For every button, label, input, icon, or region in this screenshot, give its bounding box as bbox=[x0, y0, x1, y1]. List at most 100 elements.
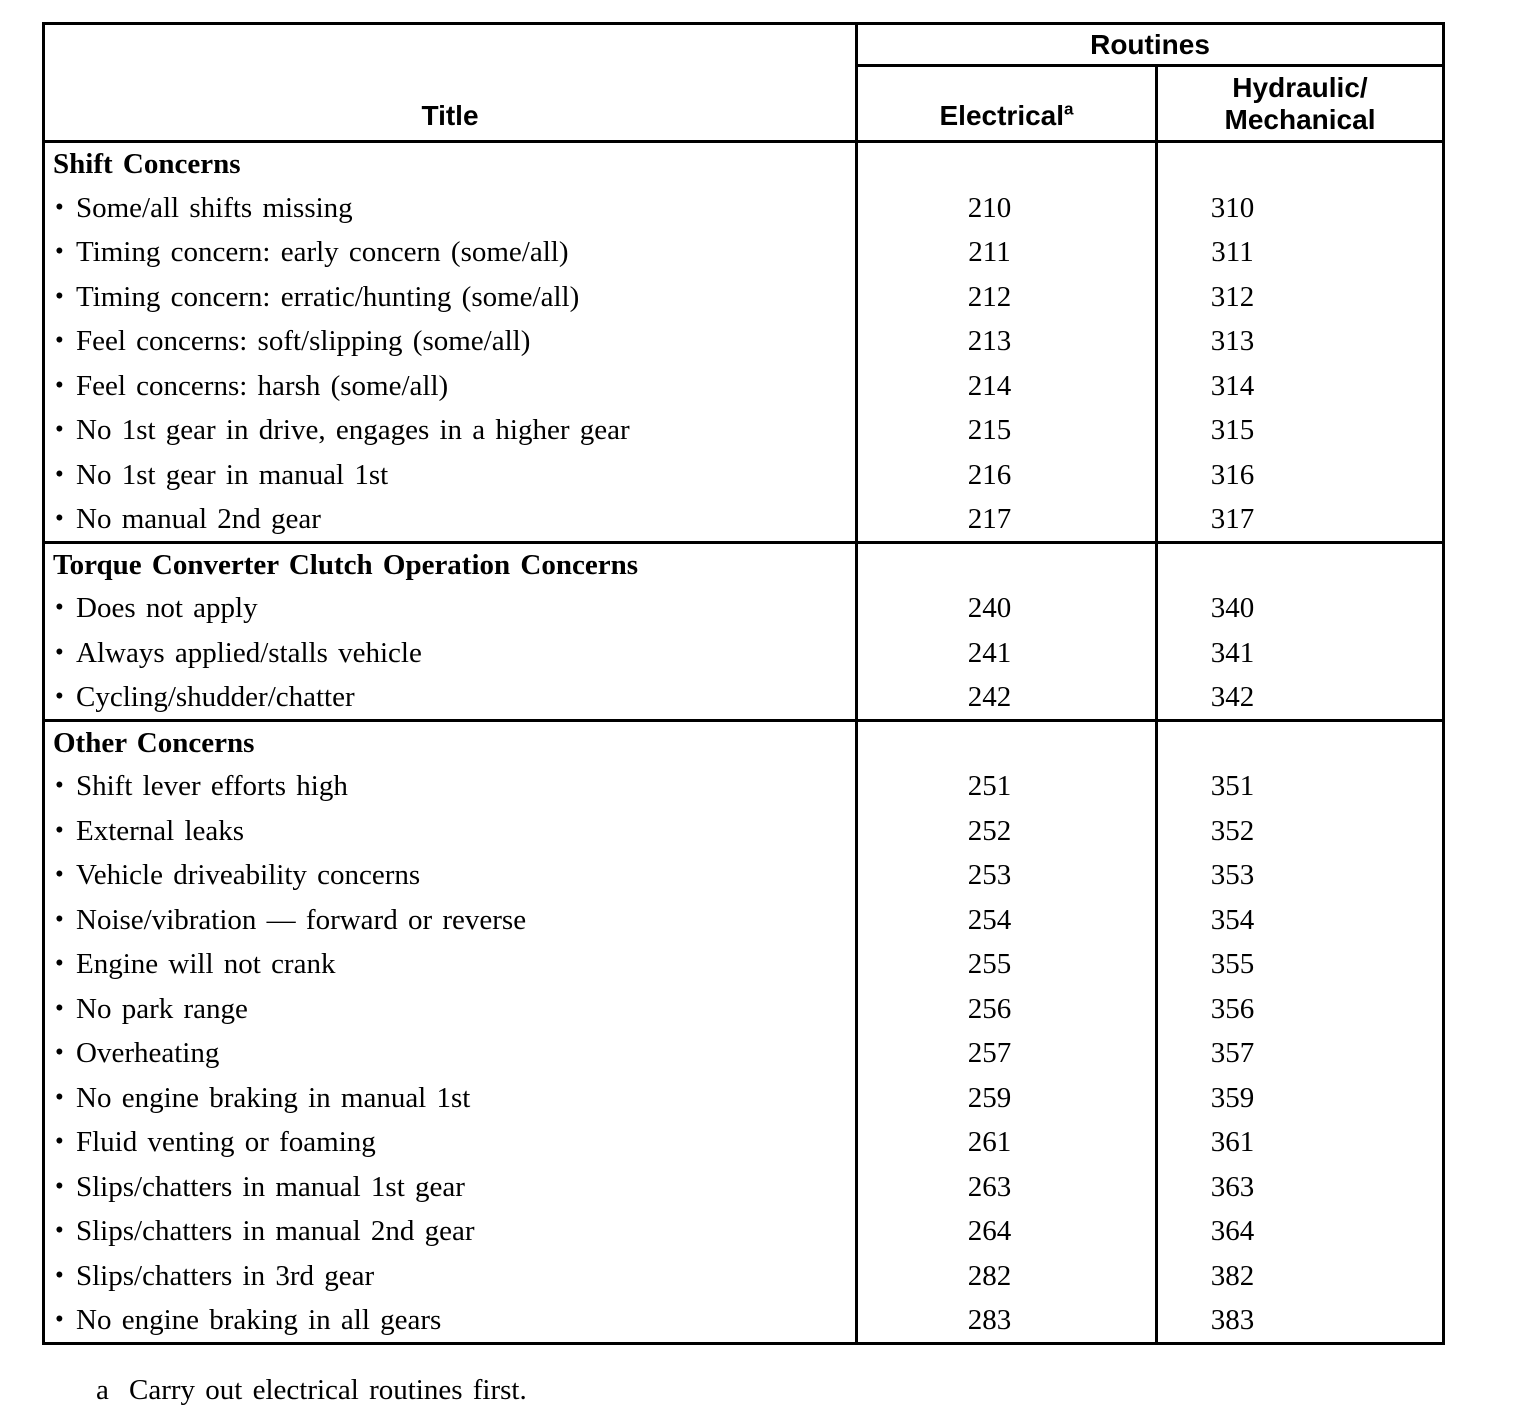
section-heading: Shift Concerns bbox=[42, 140, 858, 186]
table-row: • Always applied/stalls vehicle 241 341 bbox=[42, 631, 1445, 676]
row-title-text: Feel concerns: soft/slipping (some/all) bbox=[76, 325, 531, 358]
table-row: • Fluid venting or foaming 261 361 bbox=[42, 1120, 1445, 1165]
bullet-icon: • bbox=[55, 861, 64, 889]
table-row: • Slips/chatters in manual 1st gear 263 363 bbox=[42, 1165, 1445, 1210]
empty-electrical-cell bbox=[855, 718, 1158, 765]
bullet-icon: • bbox=[55, 1083, 64, 1111]
bullet-icon: • bbox=[55, 1261, 64, 1289]
footnote-text: Carry out electrical routines first. bbox=[129, 1374, 527, 1406]
bullet-icon: • bbox=[55, 772, 64, 800]
electrical-label: Electrical bbox=[939, 100, 1065, 131]
bullet-icon: • bbox=[55, 327, 64, 355]
row-title: • Noise/vibration — forward or reverse bbox=[42, 898, 858, 943]
bullet-icon: • bbox=[55, 816, 64, 844]
table-row: • Timing concern: early concern (some/all… bbox=[42, 230, 1445, 275]
hydraulic-label-line1: Hydraulic/ bbox=[1232, 72, 1368, 103]
row-title: • Always applied/stalls vehicle bbox=[42, 631, 858, 676]
row-title-text: Shift lever efforts high bbox=[76, 770, 348, 803]
row-title: • Vehicle driveability concerns bbox=[42, 853, 858, 898]
hydraulic-routine-number: 340 bbox=[1155, 586, 1445, 631]
table-row: • Overheating 257 357 bbox=[42, 1031, 1445, 1076]
bullet-icon: • bbox=[55, 193, 64, 221]
electrical-routine-number: 214 bbox=[855, 364, 1158, 409]
bullet-icon: • bbox=[55, 950, 64, 978]
bullet-icon: • bbox=[55, 594, 64, 622]
electrical-routine-number: 242 bbox=[855, 675, 1158, 720]
table-row: • Feel concerns: soft/slipping (some/all)… bbox=[42, 319, 1445, 364]
electrical-routine-number: 261 bbox=[855, 1120, 1158, 1165]
row-title: • Engine will not crank bbox=[42, 942, 858, 987]
row-title-text: No 1st gear in drive, engages in a highe… bbox=[76, 414, 630, 447]
bullet-icon: • bbox=[55, 238, 64, 266]
electrical-routine-number: 241 bbox=[855, 631, 1158, 676]
electrical-routine-number: 257 bbox=[855, 1031, 1158, 1076]
electrical-routine-number: 211 bbox=[855, 230, 1158, 275]
row-title-text: Timing concern: early concern (some/all) bbox=[76, 236, 569, 269]
table-header: Title Routines Electricala Hydraulic/Mec… bbox=[42, 22, 1445, 143]
hydraulic-routine-number: 352 bbox=[1155, 809, 1445, 854]
table-row: • No park range 256 356 bbox=[42, 987, 1445, 1032]
header-row-columns: Electricala Hydraulic/Mechanical bbox=[44, 64, 1445, 143]
footnote-marker: a bbox=[96, 1374, 109, 1406]
column-group-header-routines: Routines bbox=[855, 22, 1445, 67]
electrical-routine-number: 240 bbox=[855, 586, 1158, 631]
table-row: • Timing concern: erratic/hunting (some/a… bbox=[42, 275, 1445, 320]
table-row: • No manual 2nd gear 217 317 bbox=[42, 497, 1445, 542]
table-row: • Slips/chatters in manual 2nd gear 264 364 bbox=[42, 1209, 1445, 1254]
table-row: • No engine braking in all gears 283 383 bbox=[42, 1298, 1445, 1343]
routines-table: Title Routines Electricala Hydraulic/Mec… bbox=[42, 22, 1445, 1345]
row-title: • No engine braking in manual 1st bbox=[42, 1076, 858, 1121]
row-title-text: Cycling/shudder/chatter bbox=[76, 680, 355, 713]
hydraulic-routine-number: 342 bbox=[1155, 675, 1445, 720]
column-header-title: Title bbox=[42, 22, 858, 143]
hydraulic-routine-number: 351 bbox=[1155, 764, 1445, 809]
empty-hydraulic-cell bbox=[1155, 140, 1445, 186]
electrical-routine-number: 217 bbox=[855, 497, 1158, 542]
hydraulic-routine-number: 310 bbox=[1155, 186, 1445, 231]
bullet-icon: • bbox=[55, 638, 64, 666]
table-row: • Some/all shifts missing 210 310 bbox=[42, 186, 1445, 231]
row-title-text: Noise/vibration — forward or reverse bbox=[76, 903, 527, 936]
table-row: • Noise/vibration — forward or reverse 254… bbox=[42, 898, 1445, 943]
row-title-text: No park range bbox=[76, 992, 248, 1025]
electrical-routine-number: 264 bbox=[855, 1209, 1158, 1254]
row-title-text: No engine braking in manual 1st bbox=[76, 1081, 471, 1114]
table-row: • Slips/chatters in 3rd gear 282 382 bbox=[42, 1254, 1445, 1299]
hydraulic-routine-number: 317 bbox=[1155, 497, 1445, 542]
row-title-text: Slips/chatters in 3rd gear bbox=[76, 1259, 375, 1292]
electrical-routine-number: 283 bbox=[855, 1298, 1158, 1343]
electrical-routine-number: 255 bbox=[855, 942, 1158, 987]
hydraulic-routine-number: 356 bbox=[1155, 987, 1445, 1032]
table-row: • Does not apply 240 340 bbox=[42, 586, 1445, 631]
row-title: • No 1st gear in drive, engages in a high… bbox=[42, 408, 858, 453]
bullet-icon: • bbox=[55, 416, 64, 444]
row-title-text: Timing concern: erratic/hunting (some/al… bbox=[76, 280, 580, 313]
hydraulic-routine-number: 315 bbox=[1155, 408, 1445, 453]
bullet-icon: • bbox=[55, 1128, 64, 1156]
bullet-icon: • bbox=[55, 994, 64, 1022]
bullet-icon: • bbox=[55, 371, 64, 399]
hydraulic-routine-number: 312 bbox=[1155, 275, 1445, 320]
row-title-text: Always applied/stalls vehicle bbox=[76, 636, 422, 669]
row-title: • Timing concern: early concern (some/all… bbox=[42, 230, 858, 275]
table-row: • Engine will not crank 255 355 bbox=[42, 942, 1445, 987]
row-title-text: Feel concerns: harsh (some/all) bbox=[76, 369, 449, 402]
row-title: • Slips/chatters in manual 1st gear bbox=[42, 1165, 858, 1210]
section-header-row: Torque Converter Clutch Operation Concer… bbox=[42, 540, 1445, 587]
empty-hydraulic-cell bbox=[1155, 718, 1445, 765]
hydraulic-routine-number: 316 bbox=[1155, 453, 1445, 498]
electrical-routine-number: 263 bbox=[855, 1165, 1158, 1210]
row-title-text: No 1st gear in manual 1st bbox=[76, 458, 389, 491]
row-title-text: Engine will not crank bbox=[76, 948, 336, 981]
electrical-routine-number: 213 bbox=[855, 319, 1158, 364]
electrical-routine-number: 252 bbox=[855, 809, 1158, 854]
row-title: • Fluid venting or foaming bbox=[42, 1120, 858, 1165]
hydraulic-routine-number: 364 bbox=[1155, 1209, 1445, 1254]
empty-hydraulic-cell bbox=[1155, 540, 1445, 587]
row-title: • Some/all shifts missing bbox=[42, 186, 858, 231]
empty-electrical-cell bbox=[855, 540, 1158, 587]
footnote-marker-superscript: a bbox=[1064, 99, 1074, 119]
bullet-icon: • bbox=[55, 460, 64, 488]
electrical-routine-number: 251 bbox=[855, 764, 1158, 809]
empty-electrical-cell bbox=[855, 140, 1158, 186]
